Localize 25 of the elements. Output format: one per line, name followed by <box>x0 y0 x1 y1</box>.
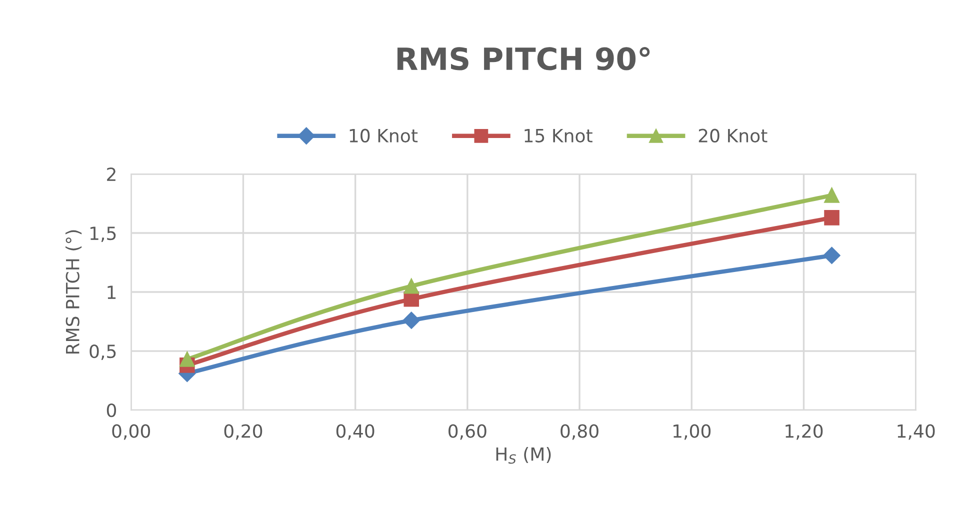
point <box>404 278 420 294</box>
x-tick-label: 0,20 <box>224 424 262 440</box>
x-tick-label: 0,80 <box>560 424 598 440</box>
point <box>402 312 420 329</box>
point <box>180 352 195 367</box>
y-tick-label: 0,5 <box>90 344 116 360</box>
x-tick-label: 1,40 <box>898 424 935 440</box>
point <box>824 188 840 203</box>
x-tick-label: 1,20 <box>786 424 823 440</box>
y-axis-title: RMS PITCH (°) <box>65 230 82 354</box>
point <box>824 210 840 226</box>
chart-title: RMS PITCH 90° <box>397 46 650 70</box>
x-tick-label: 1,00 <box>674 424 711 440</box>
point <box>823 246 840 264</box>
y-tick-label: 1 <box>108 286 116 299</box>
x-tick-label: 0,00 <box>112 424 150 440</box>
legend-label: 10 Knot <box>350 128 418 142</box>
y-tick-label: 2 <box>107 167 116 181</box>
legend-label: 20 Knot <box>698 128 768 142</box>
x-tick-label: 0,60 <box>448 424 486 440</box>
y-tick-label: 0 <box>106 403 116 418</box>
y-tick-label: 1,5 <box>90 226 116 242</box>
legend-label: 15 Knot <box>524 129 592 142</box>
x-tick-label: 0,40 <box>336 424 374 440</box>
x-axis-title: H$_{S}$ (M) <box>496 446 551 464</box>
